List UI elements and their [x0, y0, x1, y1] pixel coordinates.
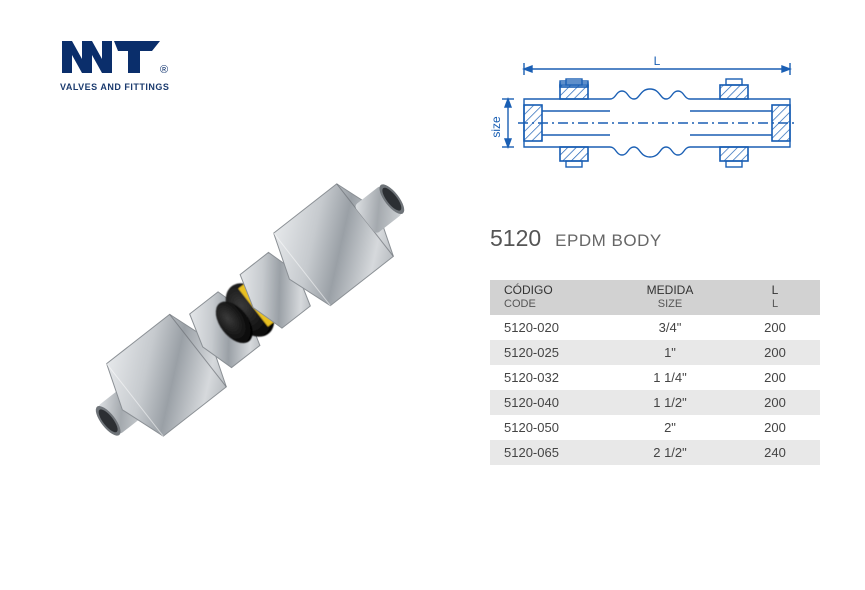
brand-logo: ® VALVES AND FITTINGS — [60, 35, 260, 92]
technical-diagram: L size — [490, 55, 810, 165]
col-L: L L — [730, 280, 820, 315]
table-row: 5120-040 1 1/2" 200 — [490, 390, 820, 415]
diagram-label-L: L — [654, 55, 661, 68]
table-row: 5120-065 2 1/2" 240 — [490, 440, 820, 465]
mt-logo-icon: ® — [60, 35, 180, 80]
product-title: 5120 EPDM BODY — [490, 225, 662, 252]
table-row: 5120-050 2" 200 — [490, 415, 820, 440]
table-header-row: CÓDIGO CODE MEDIDA SIZE L L — [490, 280, 820, 315]
table-row: 5120-020 3/4" 200 — [490, 315, 820, 340]
col-code: CÓDIGO CODE — [490, 280, 610, 315]
product-code: 5120 — [490, 225, 541, 252]
logo-tagline: VALVES AND FITTINGS — [60, 82, 260, 92]
table-row: 5120-032 1 1/4" 200 — [490, 365, 820, 390]
table-row: 5120-025 1" 200 — [490, 340, 820, 365]
spec-table: CÓDIGO CODE MEDIDA SIZE L L 5120-020 3/4… — [490, 280, 820, 465]
col-size: MEDIDA SIZE — [610, 280, 730, 315]
table-body: 5120-020 3/4" 200 5120-025 1" 200 5120-0… — [490, 315, 820, 465]
diagram-label-size: size — [490, 116, 503, 138]
product-photo — [40, 140, 460, 480]
logo-mark: ® — [60, 35, 260, 80]
product-name: EPDM BODY — [555, 231, 662, 251]
registered-mark: ® — [160, 64, 168, 76]
